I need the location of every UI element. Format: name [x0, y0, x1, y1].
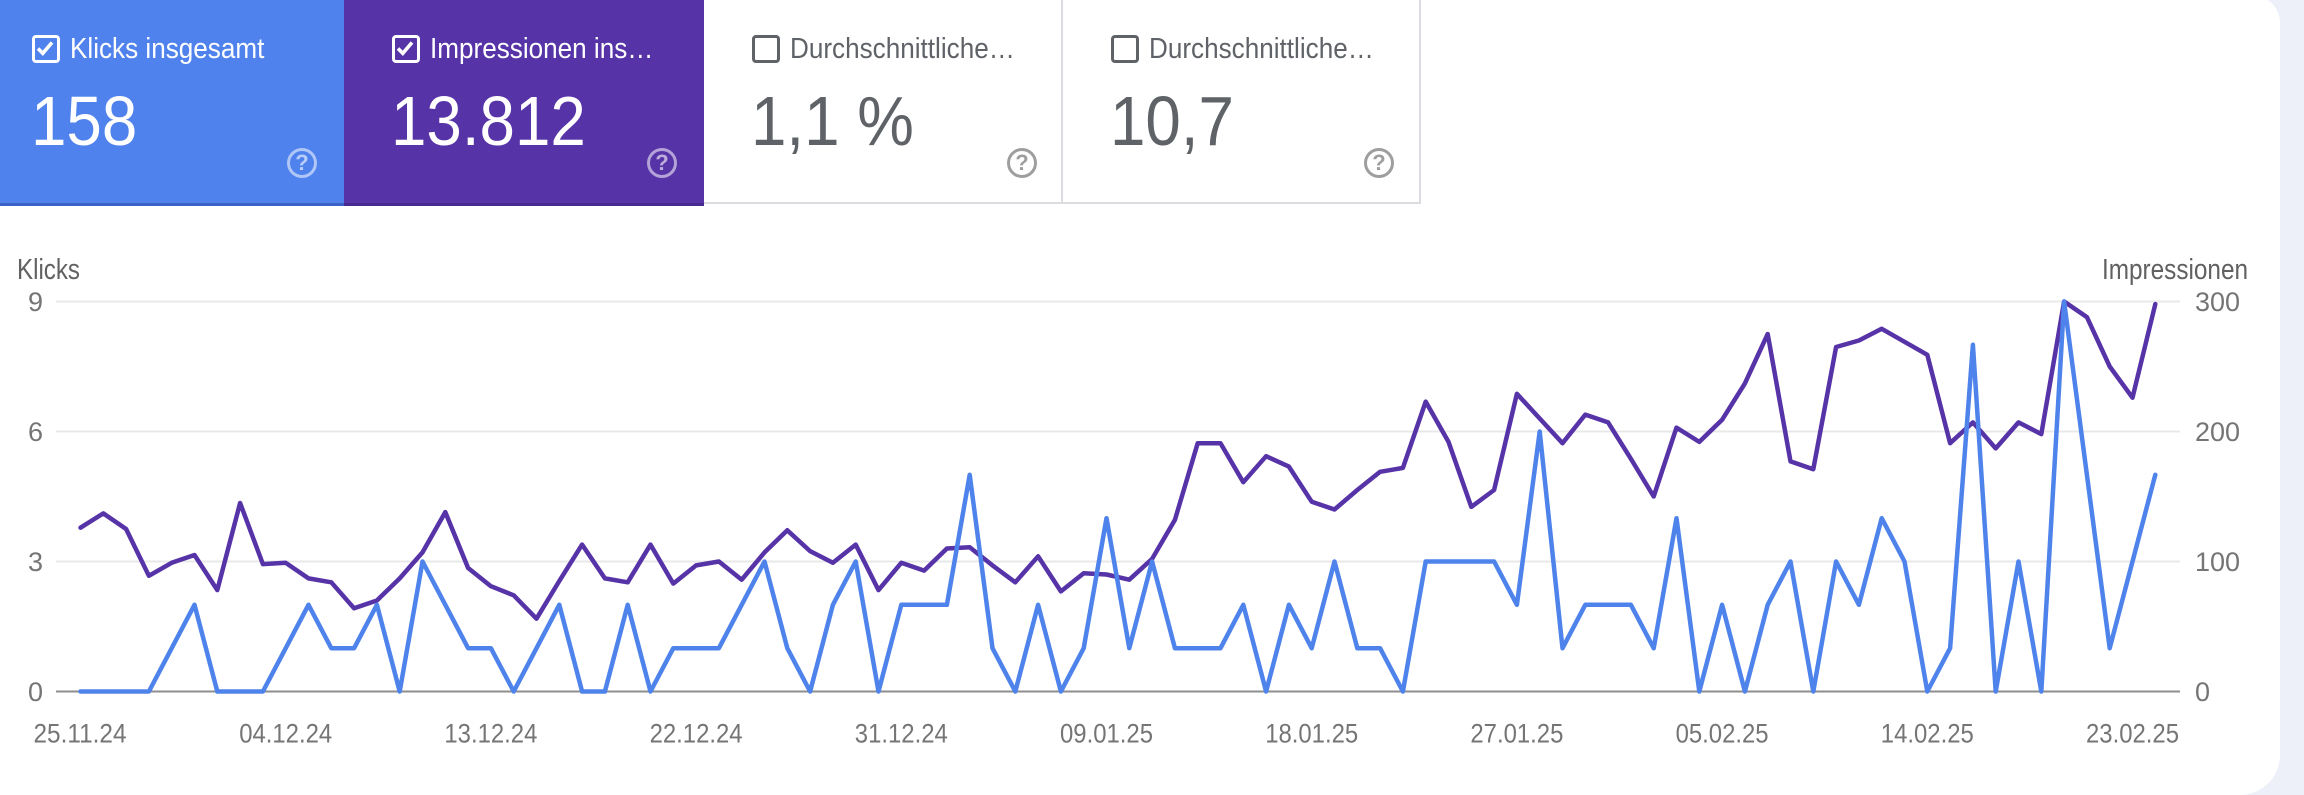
svg-text:6: 6 — [28, 417, 43, 447]
svg-text:300: 300 — [2195, 287, 2240, 317]
svg-text:23.02.25: 23.02.25 — [2086, 719, 2179, 749]
svg-text:09.01.25: 09.01.25 — [1060, 719, 1153, 749]
svg-text:100: 100 — [2195, 547, 2240, 577]
svg-text:13.12.24: 13.12.24 — [444, 719, 537, 749]
svg-text:05.02.25: 05.02.25 — [1676, 719, 1769, 749]
svg-text:27.01.25: 27.01.25 — [1470, 719, 1563, 749]
svg-text:25.11.24: 25.11.24 — [34, 719, 127, 749]
svg-text:Klicks: Klicks — [17, 254, 80, 286]
svg-text:31.12.24: 31.12.24 — [855, 719, 948, 749]
svg-text:18.01.25: 18.01.25 — [1265, 719, 1358, 749]
svg-text:0: 0 — [2195, 677, 2210, 707]
svg-text:0: 0 — [28, 677, 43, 707]
svg-text:14.02.25: 14.02.25 — [1881, 719, 1974, 749]
svg-text:9: 9 — [28, 287, 43, 317]
svg-text:22.12.24: 22.12.24 — [650, 719, 743, 749]
svg-text:3: 3 — [28, 547, 43, 577]
svg-text:Impressionen: Impressionen — [2102, 254, 2248, 286]
svg-text:04.12.24: 04.12.24 — [239, 719, 332, 749]
svg-text:200: 200 — [2195, 417, 2240, 447]
